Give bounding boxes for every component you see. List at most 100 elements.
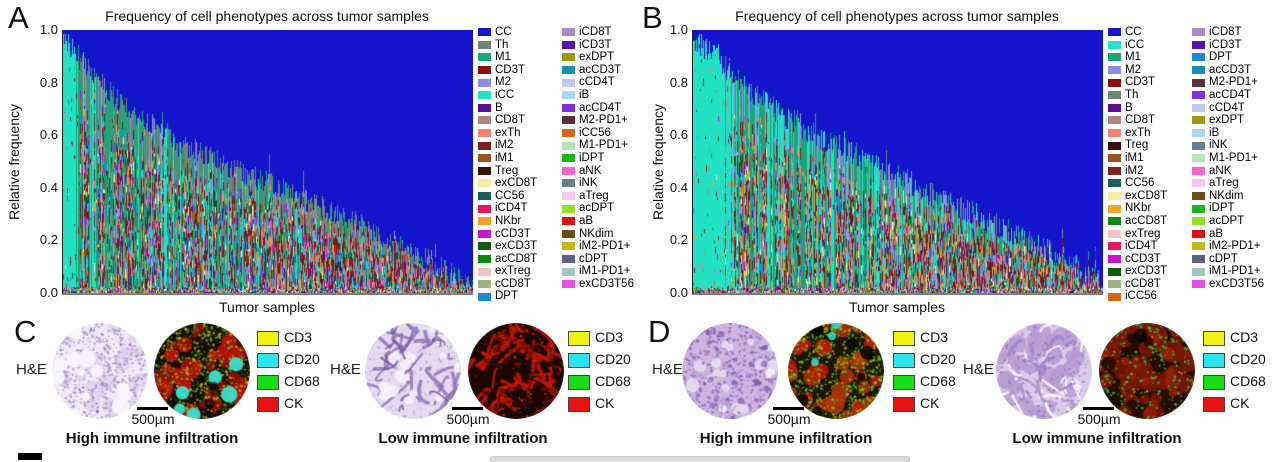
phenotype-legend-swatch	[478, 242, 491, 251]
phenotype-legend-label: iM2	[495, 139, 514, 152]
phenotype-legend-label: aTreg	[1209, 177, 1239, 190]
phenotype-legend-item: exTreg	[478, 265, 537, 278]
y-tick-label: 0.6	[39, 127, 58, 143]
phenotype-legend-swatch	[562, 204, 575, 213]
phenotype-legend-item: NKbr	[478, 215, 537, 228]
phenotype-legend-item: exCD8T	[478, 177, 537, 190]
phenotype-legend-swatch	[1192, 78, 1205, 87]
phenotype-legend-swatch	[1108, 166, 1121, 175]
phenotype-legend-item: iNK	[1192, 139, 1264, 152]
phenotype-legend-swatch	[478, 103, 491, 112]
phenotype-legend-label: M2	[1125, 63, 1141, 76]
phenotype-legend-item: iCD3T	[1192, 39, 1264, 52]
phenotype-legend-item: iCD4T	[1108, 240, 1167, 253]
panel-b-label: B	[642, 0, 663, 35]
marker-legend-label: CD3	[284, 329, 313, 345]
phenotype-legend-swatch	[562, 166, 575, 175]
phenotype-legend-label: NKdim	[1209, 189, 1244, 202]
marker-legend-label: CD20	[1230, 351, 1266, 367]
phenotype-legend-swatch	[478, 280, 491, 289]
phenotype-legend-label: DPT	[1209, 51, 1232, 64]
marker-legend-label: CD3	[1230, 329, 1259, 345]
phenotype-legend-swatch	[1192, 179, 1205, 188]
he-label: H&E	[16, 361, 47, 378]
phenotype-legend-swatch	[562, 192, 575, 201]
phenotype-legend-item: exDPT	[562, 51, 634, 64]
phenotype-legend-swatch	[1108, 179, 1121, 188]
marker-legend-swatch	[568, 331, 590, 346]
marker-legend-label: CD20	[284, 351, 320, 367]
phenotype-legend-label: NKdim	[579, 227, 614, 240]
panel-a-legend-column-2: iCD8T iCD3T exDPT acCD3T cCD4T iB acCD4T M2-PD1…	[562, 26, 634, 290]
phenotype-legend-item: aB	[1192, 228, 1264, 241]
phenotype-legend-item: cCD3T	[1108, 253, 1167, 266]
phenotype-legend-swatch	[1108, 66, 1121, 75]
phenotype-legend-swatch	[478, 40, 491, 49]
phenotype-legend-swatch	[1192, 66, 1205, 75]
phenotype-legend-item: CC	[1108, 26, 1167, 39]
phenotype-legend-swatch	[562, 40, 575, 49]
phenotype-legend-item: iM2-PD1+	[1192, 240, 1264, 253]
phenotype-legend-swatch	[478, 166, 491, 175]
marker-legend-label: CD20	[595, 351, 631, 367]
phenotype-legend-label: iCC56	[1125, 290, 1157, 303]
he-label: H&E	[963, 361, 994, 378]
phenotype-legend-label: acCD4T	[1209, 88, 1252, 101]
phenotype-legend-item: CD8T	[478, 114, 537, 127]
phenotype-legend-label: cCD3T	[1125, 252, 1161, 265]
panel-b-chart-title: Frequency of cell phenotypes across tumo…	[735, 8, 1059, 24]
phenotype-legend-swatch	[1108, 154, 1121, 163]
if-image	[468, 323, 564, 419]
phenotype-legend-item: acCD8T	[1108, 215, 1167, 228]
if-image	[788, 323, 884, 419]
phenotype-legend-label: cDPT	[579, 252, 608, 265]
phenotype-legend-label: iCD3T	[1209, 38, 1242, 51]
phenotype-legend-swatch	[1192, 217, 1205, 226]
phenotype-legend-swatch	[478, 292, 491, 301]
marker-legend-swatch	[893, 397, 915, 412]
infiltration-caption: Low immune infiltration	[1012, 430, 1182, 447]
panel-a-chart-title: Frequency of cell phenotypes across tumo…	[105, 8, 429, 24]
phenotype-legend-swatch	[1108, 204, 1121, 213]
scale-bar	[452, 407, 483, 410]
phenotype-legend-item: aTreg	[562, 190, 634, 203]
y-tick-label: 0.8	[39, 74, 58, 90]
panel-e-label-partial	[18, 453, 42, 460]
phenotype-legend-label: iM1	[495, 151, 514, 164]
phenotype-legend-item: iNK	[562, 177, 634, 190]
phenotype-legend-swatch	[1108, 280, 1121, 289]
phenotype-legend-label: Th	[495, 38, 509, 51]
scale-label: 500µm	[767, 411, 811, 427]
phenotype-legend-swatch	[1108, 28, 1121, 37]
phenotype-legend-item: M2	[1108, 64, 1167, 77]
phenotype-legend-item: exCD3T56	[562, 278, 634, 291]
phenotype-legend-swatch	[478, 192, 491, 201]
phenotype-legend-label: exCD3T56	[1209, 277, 1264, 290]
phenotype-legend-label: M2	[495, 76, 511, 89]
panel-b-y-axis-label: Relative frequency	[650, 104, 666, 220]
phenotype-legend-label: M1	[495, 51, 511, 64]
phenotype-legend-swatch	[562, 78, 575, 87]
phenotype-legend-label: acCD8T	[1125, 214, 1168, 227]
phenotype-legend-item: iM1-PD1+	[562, 265, 634, 278]
phenotype-legend-label: iNK	[579, 177, 598, 190]
phenotype-legend-label: iDPT	[579, 151, 605, 164]
panel-a-x-axis-label: Tumor samples	[219, 299, 315, 315]
phenotype-legend-item: B	[478, 102, 537, 115]
he-image	[996, 323, 1092, 419]
marker-legend-swatch	[257, 353, 279, 368]
marker-legend-swatch	[568, 353, 590, 368]
phenotype-legend-item: NKdim	[1192, 190, 1264, 203]
phenotype-legend-swatch	[562, 66, 575, 75]
phenotype-legend-label: CC	[1125, 26, 1142, 38]
phenotype-legend-item: M1-PD1+	[562, 139, 634, 152]
phenotype-legend-item: exDPT	[1192, 114, 1264, 127]
he-image	[365, 323, 461, 419]
scale-bar	[137, 407, 168, 410]
phenotype-legend-swatch	[478, 217, 491, 226]
phenotype-legend-swatch	[478, 154, 491, 163]
phenotype-legend-item: iM2-PD1+	[562, 240, 634, 253]
phenotype-legend-label: cCD8T	[495, 277, 531, 290]
phenotype-legend-label: CD8T	[495, 114, 526, 127]
phenotype-legend-label: M1-PD1+	[1209, 151, 1258, 164]
